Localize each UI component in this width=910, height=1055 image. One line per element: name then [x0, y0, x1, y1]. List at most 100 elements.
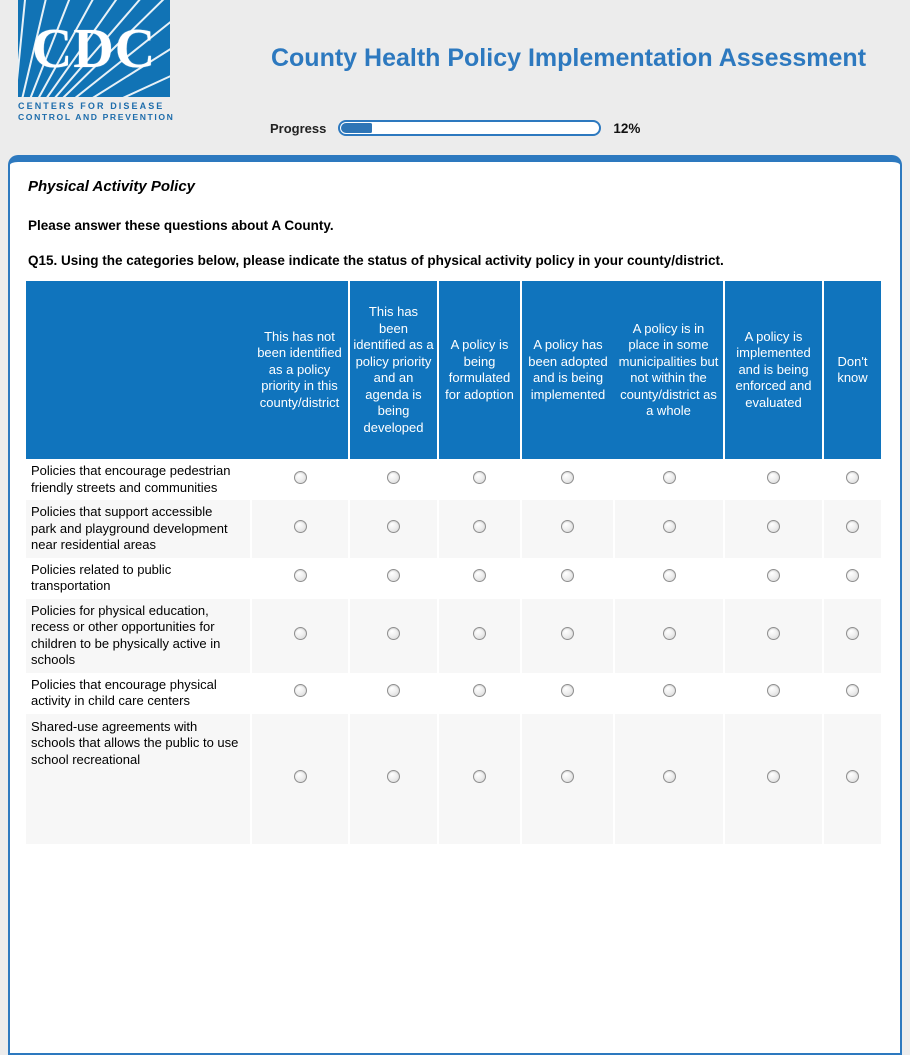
cdc-logo-subtitle-line1: CENTERS FOR DISEASE: [18, 101, 165, 111]
survey-panel: Physical Activity Policy Please answer t…: [8, 155, 902, 1055]
radio-button-r4-c6[interactable]: [767, 626, 780, 640]
option-cell: [613, 672, 724, 714]
radio-button-r5-c3[interactable]: [473, 684, 486, 698]
option-cell: [613, 557, 724, 599]
radio-button-r1-c6[interactable]: [767, 470, 780, 484]
table-corner-cell: [26, 281, 251, 459]
column-header-4: A policy has been adopted and is being i…: [520, 281, 614, 459]
radio-button-r2-c2[interactable]: [387, 520, 400, 533]
option-cell: [723, 500, 823, 558]
option-cell: [520, 598, 614, 673]
option-cell: [437, 672, 521, 714]
option-cell: [613, 713, 724, 844]
radio-button-r6-c7[interactable]: [846, 769, 859, 783]
radio-button-r6-c3[interactable]: [473, 769, 486, 783]
radio-button-r4-c7[interactable]: [846, 626, 859, 640]
option-cell: [250, 598, 349, 673]
radio-button-r1-c5[interactable]: [662, 470, 676, 484]
question-number: Q15.: [28, 253, 58, 268]
cdc-logo-text: CDC: [31, 17, 157, 80]
radio-button-r2-c4[interactable]: [561, 520, 574, 533]
radio-button-r5-c7[interactable]: [846, 684, 859, 698]
radio-button-r3-c1[interactable]: [293, 569, 307, 583]
radio-button-r6-c2[interactable]: [387, 769, 400, 783]
radio-button-r3-c7[interactable]: [846, 569, 859, 583]
option-cell: [822, 672, 881, 714]
option-cell: [613, 598, 724, 673]
option-cell: [437, 713, 521, 844]
row-label: Policies related to public transportatio…: [31, 561, 172, 594]
row-label: Shared-use agreements with schools that …: [31, 718, 239, 767]
option-cell: [437, 557, 521, 599]
radio-button-r1-c1[interactable]: [293, 470, 307, 484]
option-cell: [437, 500, 521, 558]
policy-status-table: This has not been identified as a policy…: [26, 281, 881, 844]
table-row: Policies related to public transportatio…: [26, 557, 881, 599]
option-cell: [520, 672, 614, 714]
option-cell: [250, 557, 349, 599]
radio-button-r4-c5[interactable]: [662, 626, 676, 640]
page-title: County Health Policy Implementation Asse…: [270, 44, 867, 72]
option-cell: [723, 459, 823, 500]
column-header-3: A policy is being formulated for adoptio…: [437, 281, 521, 459]
option-cell: [520, 459, 614, 500]
option-cell: [250, 672, 349, 714]
radio-button-r2-c3[interactable]: [473, 520, 486, 533]
table-row: Shared-use agreements with schools that …: [26, 713, 881, 844]
cdc-logo-subtitle-line2: CONTROL AND PREVENTION: [18, 112, 175, 122]
option-cell: [348, 713, 438, 844]
column-header-2: This has been identified as a policy pri…: [348, 281, 438, 459]
table-header: This has not been identified as a policy…: [26, 281, 881, 459]
option-cell: [348, 672, 438, 714]
radio-button-r6-c5[interactable]: [662, 769, 676, 783]
progress-bar: [338, 120, 602, 136]
question-body: Using the categories below, please indic…: [61, 253, 724, 268]
option-cell: [822, 713, 881, 844]
radio-button-r3-c5[interactable]: [662, 569, 676, 583]
radio-button-r5-c1[interactable]: [293, 684, 307, 698]
option-cell: [520, 713, 614, 844]
radio-button-r5-c6[interactable]: [767, 684, 780, 698]
radio-button-r3-c6[interactable]: [767, 569, 780, 583]
radio-button-r5-c5[interactable]: [662, 684, 676, 698]
radio-button-r5-c2[interactable]: [387, 684, 400, 698]
radio-button-r2-c7[interactable]: [846, 520, 859, 533]
table-row: Policies for physical education, recess …: [26, 598, 881, 673]
option-cell: [723, 598, 823, 673]
radio-button-r4-c2[interactable]: [387, 626, 400, 640]
option-cell: [822, 598, 881, 673]
radio-button-r1-c3[interactable]: [473, 470, 486, 484]
radio-button-r2-c5[interactable]: [662, 520, 676, 533]
cdc-logo-box: CDC: [18, 0, 170, 97]
radio-button-r1-c7[interactable]: [846, 470, 859, 484]
option-cell: [520, 557, 614, 599]
cdc-logo-subtitle: CENTERS FOR DISEASE CONTROL AND PREVENTI…: [18, 101, 175, 123]
radio-button-r4-c3[interactable]: [473, 626, 486, 640]
option-cell: [437, 598, 521, 673]
radio-button-r3-c4[interactable]: [561, 569, 574, 583]
option-cell: [822, 500, 881, 558]
table-row: Policies that encourage pedestrian frien…: [26, 459, 881, 500]
table-row: Policies that support accessible park an…: [26, 500, 881, 558]
radio-button-r1-c4[interactable]: [561, 470, 574, 484]
radio-button-r6-c6[interactable]: [767, 769, 780, 783]
radio-button-r4-c1[interactable]: [293, 626, 307, 640]
option-cell: [822, 459, 881, 500]
radio-button-r1-c2[interactable]: [387, 470, 400, 484]
radio-button-r3-c2[interactable]: [387, 569, 400, 583]
radio-button-r4-c4[interactable]: [561, 626, 574, 640]
radio-button-r5-c4[interactable]: [561, 684, 574, 698]
radio-button-r6-c1[interactable]: [293, 769, 307, 783]
option-cell: [822, 557, 881, 599]
radio-button-r2-c6[interactable]: [767, 520, 780, 533]
section-title: Physical Activity Policy: [28, 178, 196, 195]
option-cell: [723, 713, 823, 844]
radio-button-r2-c1[interactable]: [293, 520, 307, 533]
intro-text: Please answer these questions about A Co…: [28, 218, 334, 233]
column-header-1: This has not been identified as a policy…: [251, 281, 349, 459]
table-row: Policies that encourage physical activit…: [26, 672, 881, 714]
radio-button-r3-c3[interactable]: [473, 569, 486, 583]
option-cell: [437, 459, 521, 500]
radio-button-r6-c4[interactable]: [561, 769, 574, 783]
progress-percent: 12%: [613, 120, 641, 136]
